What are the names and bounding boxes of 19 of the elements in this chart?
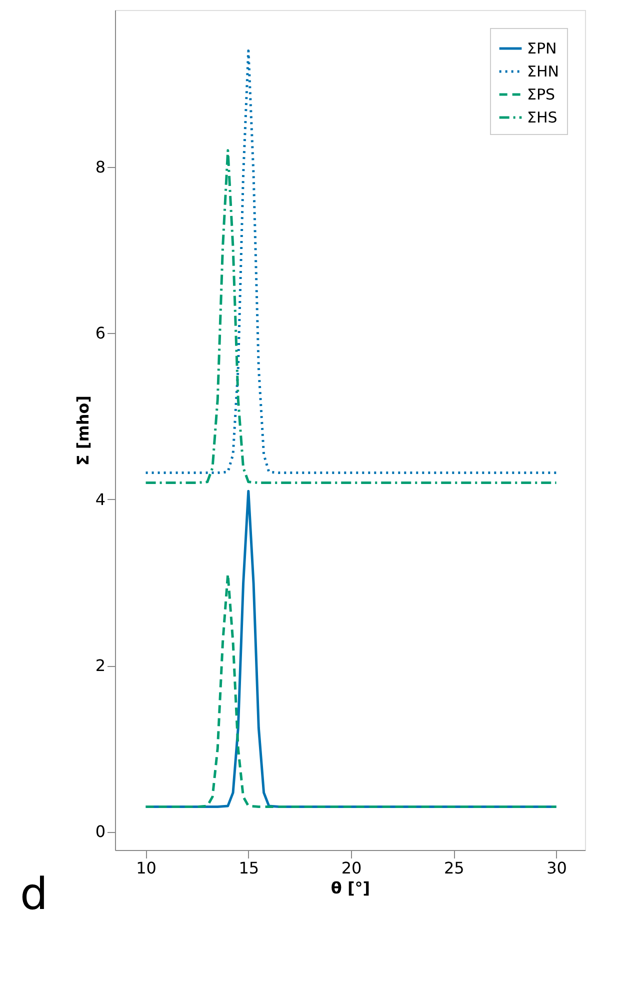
y-tick-label: 2 bbox=[95, 656, 106, 676]
x-tick-label: 20 bbox=[341, 858, 362, 878]
legend-label: ΣHS bbox=[527, 108, 558, 126]
x-axis-title: θ [°] bbox=[330, 878, 370, 898]
y-tick-label: 0 bbox=[95, 822, 106, 842]
legend-label: ΣPN bbox=[527, 40, 557, 58]
y-tick-label: 8 bbox=[95, 158, 106, 177]
y-axis-title: Σ [mho] bbox=[73, 395, 92, 466]
line-series bbox=[144, 572, 558, 808]
x-tick-label: 25 bbox=[444, 858, 464, 878]
legend-label: ΣPS bbox=[527, 86, 556, 104]
line-series bbox=[144, 149, 558, 484]
x-tick-label: 10 bbox=[136, 858, 156, 878]
x-tick-label: 30 bbox=[546, 858, 567, 878]
y-tick-label: 6 bbox=[95, 324, 106, 343]
x-tick-label: 15 bbox=[238, 858, 260, 878]
legend-label: ΣHN bbox=[527, 62, 559, 80]
y-tick-label: 4 bbox=[95, 490, 106, 509]
text: d bbox=[20, 869, 48, 920]
